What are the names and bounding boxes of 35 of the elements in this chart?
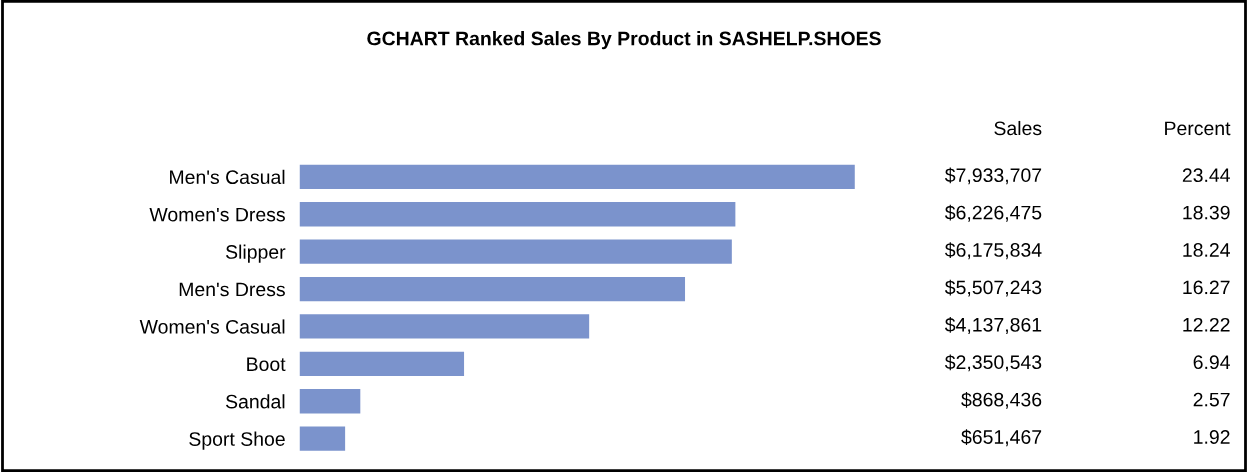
text: 23.44 [1182, 168, 1230, 183]
bar [299, 426, 346, 451]
y-tick-label: Men's Dress [179, 282, 285, 297]
chart-title: GCHART Ranked Sales By Product in SASHELP.SHOES [367, 31, 881, 50]
text: 6.94 [1193, 355, 1230, 370]
text: 1.92 [1194, 430, 1230, 444]
data-label: $6,175,834 [944, 242, 1042, 260]
bar [299, 164, 855, 189]
text: 18.24 [1183, 243, 1230, 257]
text: 18.39 [1183, 205, 1230, 220]
data-label: $4,137,861 [944, 317, 1042, 334]
data-label: $868,436 [961, 391, 1042, 409]
bar [299, 389, 361, 414]
text: Sales [994, 120, 1042, 136]
data-label: $651,467 [961, 429, 1042, 447]
data-label: $6,226,475 [944, 204, 1042, 222]
data-label: $7,933,707 [944, 167, 1042, 185]
text: 2.57 [1193, 392, 1230, 407]
y-tick-label: Women's Casual [139, 319, 285, 334]
bar [299, 239, 732, 264]
bar [299, 351, 465, 377]
data-label: $5,507,243 [944, 279, 1042, 297]
y-tick-label: Slipper [225, 244, 286, 263]
text: 12.22 [1183, 317, 1230, 332]
bar [299, 202, 736, 227]
y-tick-label: Boot [247, 357, 286, 372]
y-tick-label: Sandal [225, 394, 285, 409]
y-tick-label: Men's Casual [170, 169, 285, 185]
y-tick-label: Women's Dress [149, 207, 285, 222]
data-label: $2,350,543 [944, 354, 1042, 372]
bar [299, 276, 686, 302]
y-tick-label: Sport Shoe [189, 431, 285, 450]
text: 16.27 [1183, 280, 1230, 295]
text: Percent [1165, 121, 1231, 136]
bar [299, 314, 590, 339]
